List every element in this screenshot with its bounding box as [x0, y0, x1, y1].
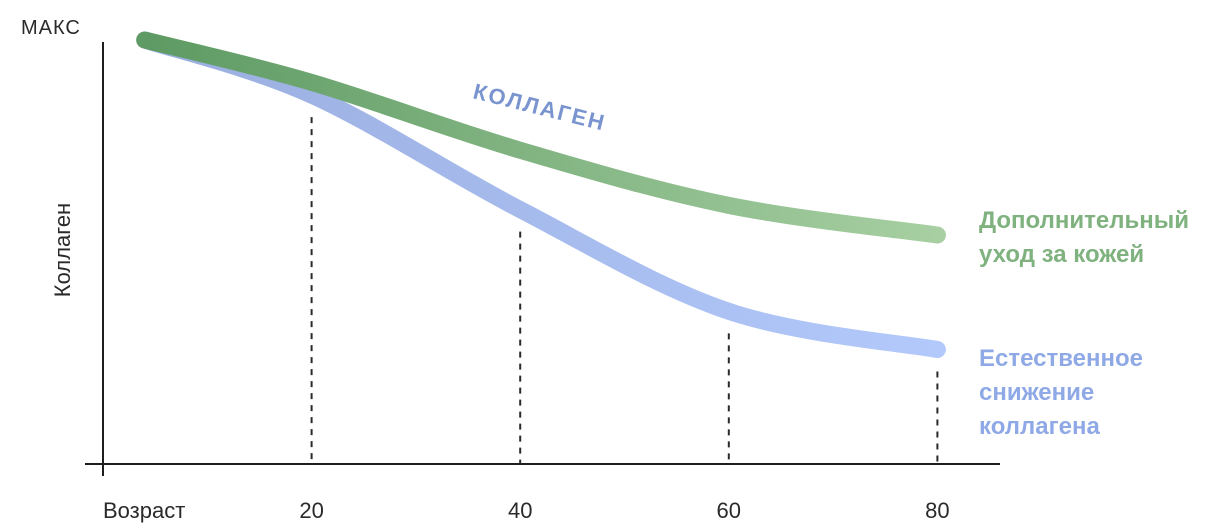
x-tick-label-80: 80 — [925, 498, 949, 523]
x-tick-label-60: 60 — [717, 498, 741, 523]
x-tick-label-20: 20 — [299, 498, 323, 523]
x-axis-label: Возраст — [103, 498, 185, 523]
x-tick-labels: 20 40 60 80 — [299, 498, 949, 523]
y-max-label: МАКС — [21, 17, 81, 39]
series-labels: Дополнительный уход за кожей Естественное с… — [979, 207, 1189, 440]
series-label-natural-decline-line-1: Естественное — [979, 345, 1143, 372]
series-label-skin-care-line-1: Дополнительный — [979, 207, 1189, 234]
series-label-skin-care-line-2: уход за кожей — [979, 241, 1144, 268]
drop-lines — [310, 117, 939, 464]
series-label-natural-decline-line-3: коллагена — [979, 413, 1100, 440]
y-axis-label: Коллаген — [50, 203, 75, 297]
series-line-skin-care — [136, 31, 946, 244]
series-label-natural-decline-line-2: снижение — [979, 379, 1094, 406]
series-line-natural-decline — [136, 31, 946, 359]
curve-label: КОЛЛАГЕН — [471, 79, 609, 136]
x-tick-label-40: 40 — [508, 498, 532, 523]
